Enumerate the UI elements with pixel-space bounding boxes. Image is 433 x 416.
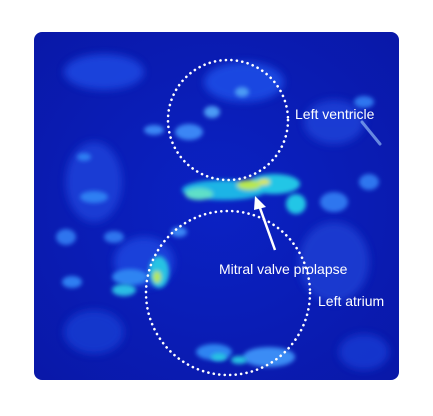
mitral-valve-prolapse-label: Mitral valve prolapse (219, 262, 347, 276)
echo-heatmap (34, 32, 399, 380)
left-ventricle-label: Left ventricle (295, 107, 374, 121)
echo-image-panel (34, 32, 399, 380)
left-atrium-label: Left atrium (318, 294, 384, 308)
